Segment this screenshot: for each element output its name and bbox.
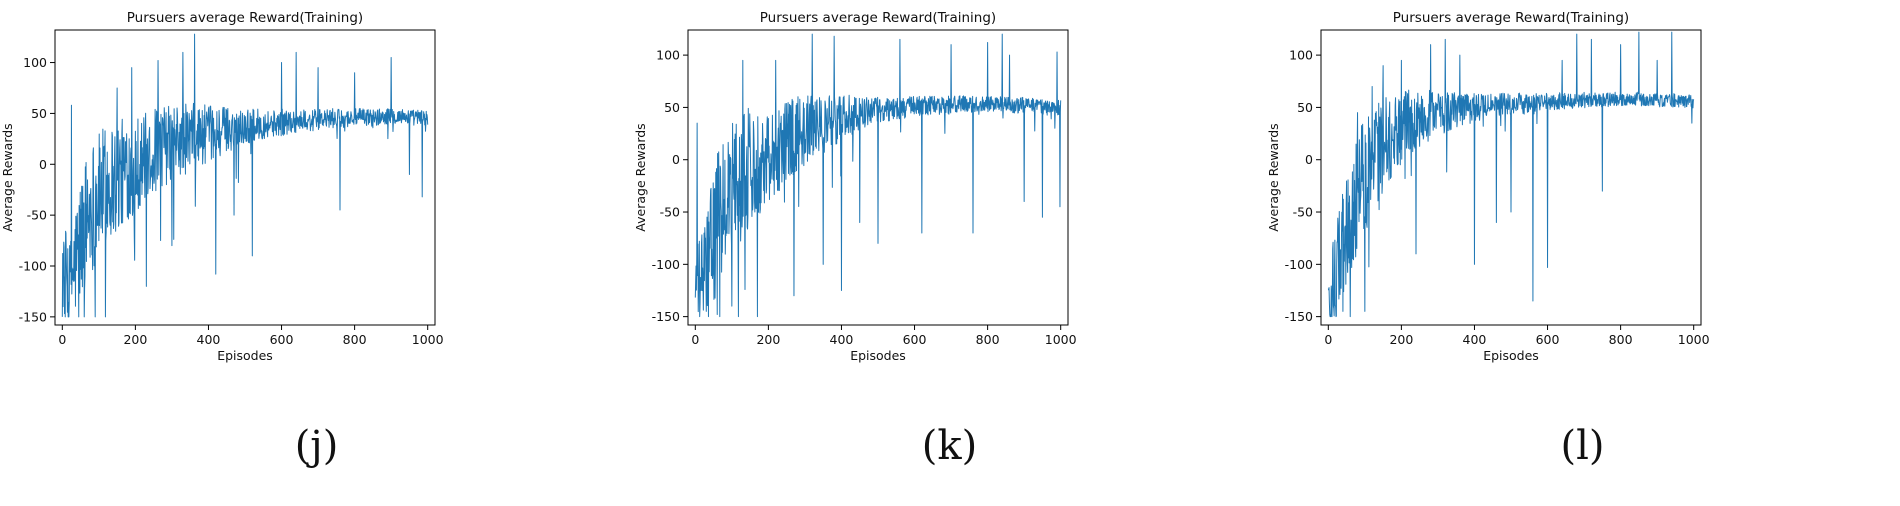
x-tick-label: 1000 [412, 332, 444, 347]
x-tick-label: 400 [830, 332, 854, 347]
x-tick-label: 0 [1324, 332, 1332, 347]
caption-j: (j) [294, 423, 339, 469]
x-tick-label: 600 [903, 332, 927, 347]
x-tick-label: 200 [123, 332, 147, 347]
caption-k: (k) [921, 423, 978, 469]
x-tick-label: 1000 [1678, 332, 1710, 347]
x-tick-label: 400 [1463, 332, 1487, 347]
y-tick-label: 100 [656, 48, 680, 63]
reward-line [61, 33, 429, 318]
reward-line [1327, 31, 1695, 318]
x-tick-label: 800 [1609, 332, 1633, 347]
chart-panel-l: Pursuers average Reward(Training) 0 200 400… [1266, 0, 1899, 506]
x-tick-label: 800 [343, 332, 367, 347]
chart-title: Pursuers average Reward(Training) [127, 10, 363, 26]
chart-svg-l: Pursuers average Reward(Training) 0 200 400… [1266, 10, 1710, 363]
plot-frame [687, 29, 1069, 326]
y-tick-label: -150 [1285, 309, 1313, 324]
y-tick-label: 100 [1289, 48, 1313, 63]
x-tick-label: 0 [58, 332, 66, 347]
y-tick-label: -50 [27, 208, 47, 223]
x-axis-label: Episodes [850, 348, 906, 363]
x-tick-label: 1000 [1045, 332, 1077, 347]
x-tick-label: 200 [1389, 332, 1413, 347]
y-tick-label: 0 [39, 157, 47, 172]
x-tick-label: 0 [691, 332, 699, 347]
x-tick-label: 800 [976, 332, 1000, 347]
reward-line [694, 33, 1062, 318]
y-tick-label: -50 [660, 205, 680, 220]
y-axis-label: Average Rewards [0, 123, 15, 231]
y-tick-label: 0 [672, 152, 680, 167]
y-tick-label: -150 [652, 309, 680, 324]
x-tick-label: 600 [1536, 332, 1560, 347]
chart-svg-k: Pursuers average Reward(Training) 0 200 400… [633, 10, 1077, 363]
x-axis-label: Episodes [217, 348, 273, 363]
y-tick-label: -100 [1285, 257, 1313, 272]
y-tick-label: 0 [1305, 152, 1313, 167]
chart-svg-j: Pursuers average Reward(Training) 0 200 400… [0, 10, 444, 363]
y-axis-label: Average Rewards [633, 123, 648, 231]
x-tick-label: 400 [197, 332, 221, 347]
x-tick-label: 200 [756, 332, 780, 347]
x-axis-label: Episodes [1483, 348, 1539, 363]
y-tick-label: -100 [652, 257, 680, 272]
chart-panel-j: Pursuers average Reward(Training) 0 200 400… [0, 0, 633, 506]
chart-panel-k: Pursuers average Reward(Training) 0 200 400… [633, 0, 1266, 506]
plot-frame [1320, 29, 1702, 326]
y-tick-label: -150 [19, 309, 47, 324]
y-tick-label: 50 [1297, 100, 1313, 115]
y-tick-label: -100 [19, 259, 47, 274]
plot-frame [54, 29, 436, 326]
y-tick-label: -50 [1293, 205, 1313, 220]
chart-title: Pursuers average Reward(Training) [760, 10, 996, 26]
caption-l: (l) [1560, 423, 1605, 469]
y-tick-label: 50 [664, 100, 680, 115]
y-axis-label: Average Rewards [1266, 123, 1281, 231]
y-tick-label: 100 [23, 55, 47, 70]
chart-title: Pursuers average Reward(Training) [1393, 10, 1629, 26]
x-tick-label: 600 [270, 332, 294, 347]
y-tick-label: 50 [31, 106, 47, 121]
